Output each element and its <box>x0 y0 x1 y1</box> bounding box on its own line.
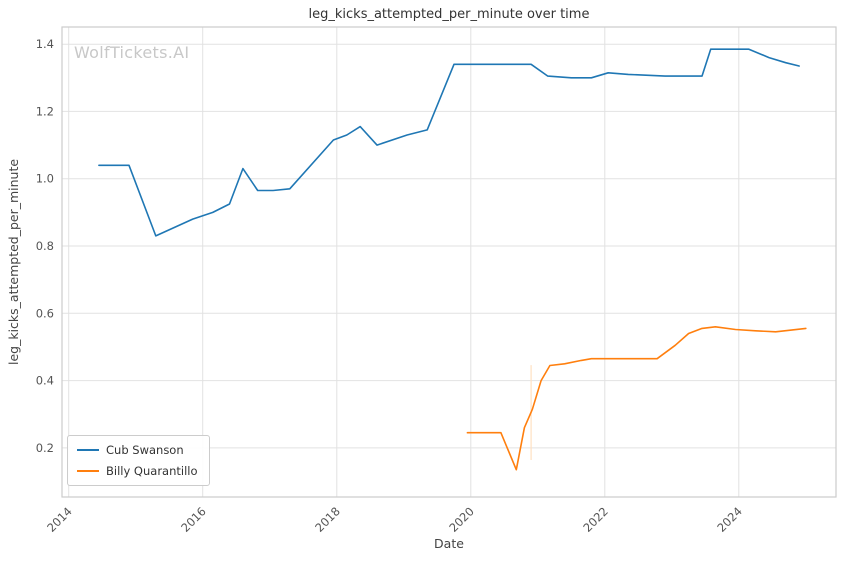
watermark: WolfTickets.AI <box>74 43 190 62</box>
y-tick-label: 0.8 <box>36 239 54 253</box>
x-tick-label: 2018 <box>312 504 343 535</box>
y-tick-label: 1.4 <box>36 37 54 51</box>
series-line-billy-quarantillo <box>466 325 807 471</box>
y-tick-label: 1.2 <box>36 104 54 118</box>
legend-label-cub-swanson: Cub Swanson <box>106 443 184 457</box>
legend: Cub Swanson Billy Quarantillo <box>67 435 210 486</box>
x-tick-label: 2016 <box>178 504 209 535</box>
x-tick-label: 2020 <box>446 504 477 535</box>
y-axis-label: leg_kicks_attempted_per_minute <box>6 158 21 366</box>
y-tick-label: 0.6 <box>36 306 54 320</box>
y-tick-label: 0.2 <box>36 441 54 455</box>
y-tick-label: 0.4 <box>36 374 54 388</box>
legend-line-sample-blue <box>77 449 99 451</box>
series-line-cub-swanson <box>98 48 800 237</box>
legend-line-sample-orange <box>77 470 99 472</box>
x-tick-label: 2022 <box>580 504 611 535</box>
legend-item-billy-quarantillo: Billy Quarantillo <box>77 464 198 478</box>
x-axis-label: Date <box>434 536 464 551</box>
legend-item-cub-swanson: Cub Swanson <box>77 443 198 457</box>
legend-label-billy-quarantillo: Billy Quarantillo <box>106 464 198 478</box>
x-tick-label: 2014 <box>44 504 75 535</box>
x-tick-label: 2024 <box>714 504 745 535</box>
chart-title: leg_kicks_attempted_per_minute over time <box>308 7 590 22</box>
y-tick-label: 1.0 <box>36 172 54 186</box>
plot-border <box>61 26 837 498</box>
